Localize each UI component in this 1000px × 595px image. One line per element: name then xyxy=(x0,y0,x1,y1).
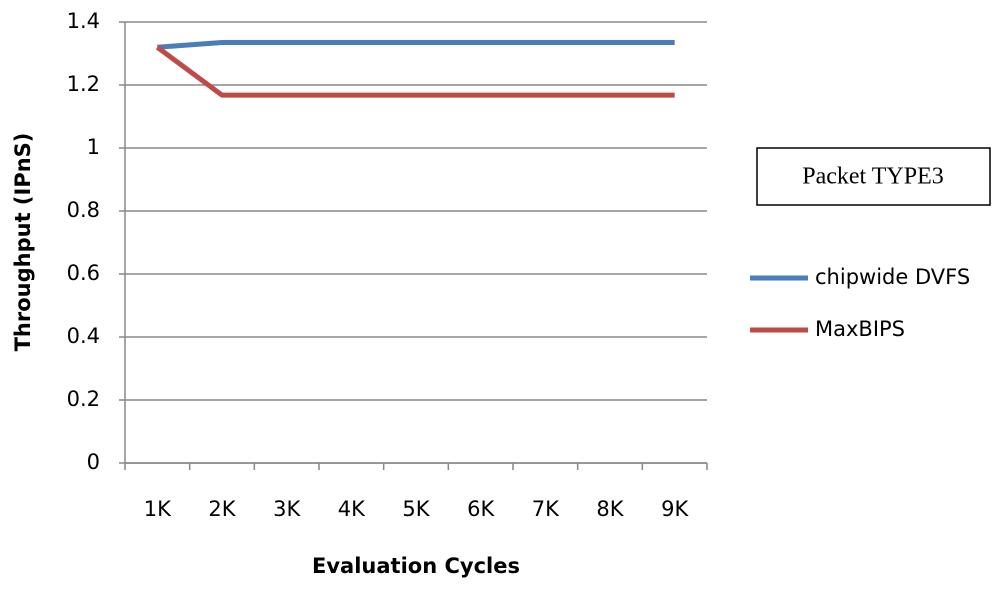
x-tick-label: 6K xyxy=(467,497,495,521)
x-axis-label: Evaluation Cycles xyxy=(312,554,520,578)
y-tick-label: 0.4 xyxy=(67,324,100,348)
y-tick-label: 0.2 xyxy=(67,387,100,411)
x-tick-label: 1K xyxy=(144,497,172,521)
legend-label: MaxBIPS xyxy=(815,317,905,341)
y-tick-label: 0 xyxy=(87,450,100,474)
annotation-box xyxy=(756,147,991,206)
y-axis-label: Throughput (IPnS) xyxy=(11,133,35,352)
y-tick-label: 1.4 xyxy=(67,9,100,33)
x-tick-label: 8K xyxy=(596,497,624,521)
x-tick-label: 3K xyxy=(273,497,301,521)
y-tick-label: 0.6 xyxy=(67,261,100,285)
legend-label: chipwide DVFS xyxy=(815,265,970,289)
series-line xyxy=(155,45,675,98)
x-tick-label: 5K xyxy=(402,497,430,521)
x-tick-label: 7K xyxy=(532,497,560,521)
y-tick-label: 0.8 xyxy=(67,198,100,222)
y-tick-label: 1 xyxy=(87,135,100,159)
y-tick-label: 1.2 xyxy=(67,72,100,96)
x-tick-label: 4K xyxy=(338,497,366,521)
x-tick-label: 2K xyxy=(208,497,236,521)
annotation: Packet TYPE3 xyxy=(802,164,944,190)
x-tick-label: 9K xyxy=(661,497,689,521)
series-line xyxy=(157,39,675,50)
